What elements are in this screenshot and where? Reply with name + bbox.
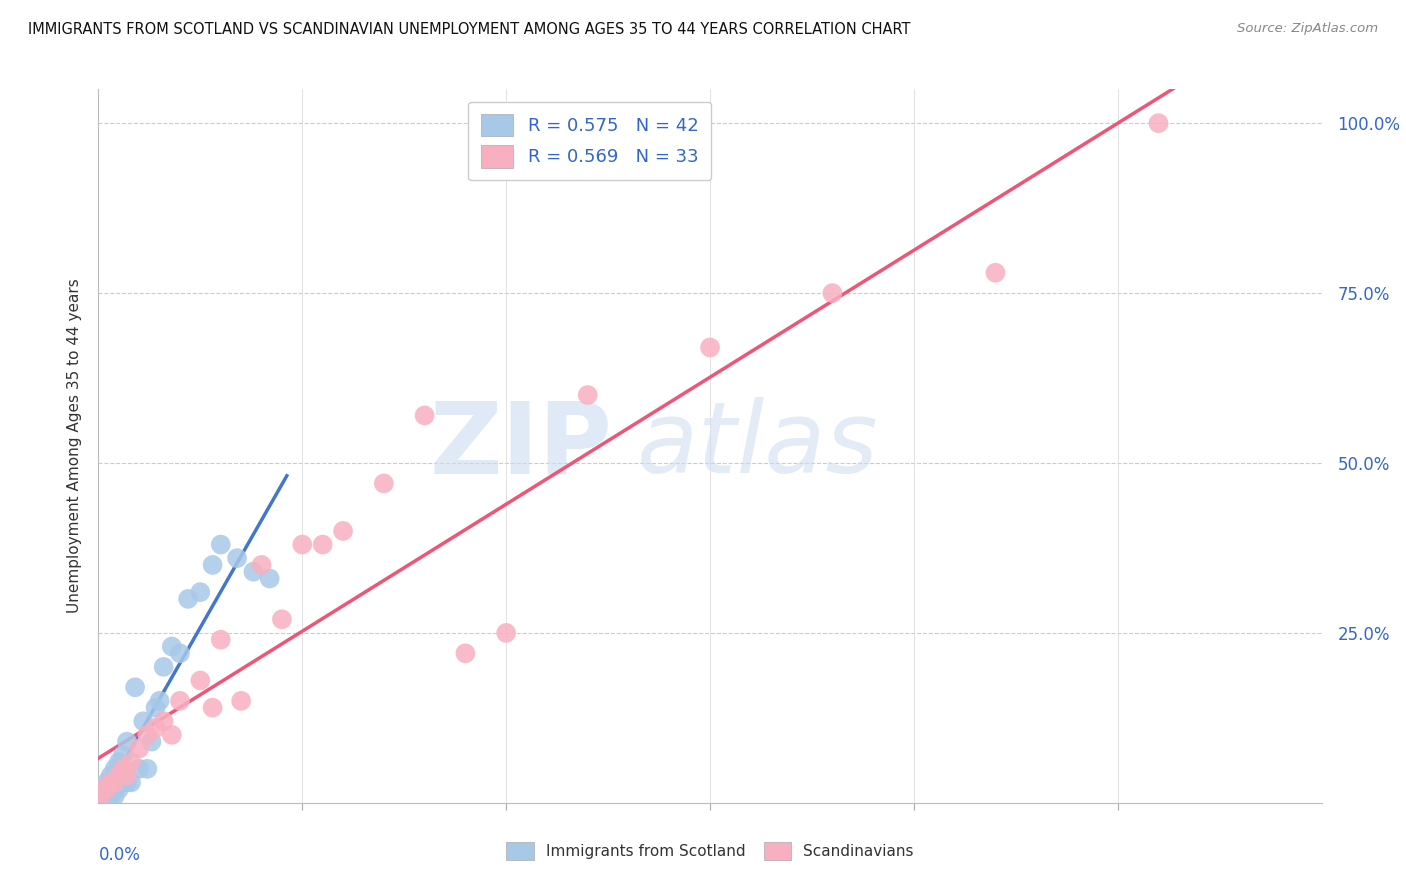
Text: IMMIGRANTS FROM SCOTLAND VS SCANDINAVIAN UNEMPLOYMENT AMONG AGES 35 TO 44 YEARS : IMMIGRANTS FROM SCOTLAND VS SCANDINAVIAN… [28, 22, 911, 37]
Point [89, 789, 111, 803]
Point [100, 775, 122, 789]
Point [141, 734, 163, 748]
Point [242, 565, 264, 579]
Point [96, 789, 118, 803]
Point [149, 694, 172, 708]
Point [89, 789, 111, 803]
Point [115, 734, 138, 748]
Point [93, 782, 115, 797]
Point [201, 558, 224, 572]
Point [108, 782, 131, 797]
Point [96, 782, 118, 797]
Point [152, 660, 174, 674]
Point [91, 782, 114, 797]
Point [128, 741, 150, 756]
Point [104, 775, 127, 789]
Point [160, 640, 183, 654]
Point [177, 591, 200, 606]
Point [91, 789, 114, 803]
Point [576, 388, 599, 402]
Point [312, 537, 335, 551]
Point [231, 694, 253, 708]
Point [1147, 116, 1170, 130]
Point [145, 721, 167, 735]
Point [104, 782, 127, 797]
Point [169, 646, 191, 660]
Text: atlas: atlas [637, 398, 879, 494]
Point [201, 700, 224, 714]
Point [97, 782, 120, 797]
Point [160, 728, 183, 742]
Point [188, 585, 212, 599]
Text: ZIP: ZIP [429, 398, 612, 494]
Point [270, 612, 294, 626]
Point [115, 775, 138, 789]
Point [152, 714, 174, 729]
Point [145, 700, 167, 714]
Point [111, 762, 134, 776]
Point [250, 558, 273, 572]
Point [124, 680, 146, 694]
Point [108, 755, 131, 769]
Point [105, 775, 128, 789]
Point [136, 728, 159, 742]
Point [111, 775, 134, 789]
Point [115, 769, 138, 783]
Point [984, 266, 1007, 280]
Point [120, 775, 142, 789]
Point [128, 762, 150, 776]
Point [373, 476, 395, 491]
Point [100, 782, 122, 797]
Point [259, 572, 281, 586]
Point [100, 789, 122, 803]
Point [291, 537, 314, 551]
Point [101, 782, 124, 797]
Point [100, 769, 122, 783]
Point [188, 673, 212, 688]
Legend: Immigrants from Scotland, Scandinavians: Immigrants from Scotland, Scandinavians [501, 836, 920, 866]
Point [104, 775, 127, 789]
Point [111, 748, 134, 763]
Point [169, 694, 191, 708]
Point [100, 775, 122, 789]
Point [209, 537, 232, 551]
Point [454, 646, 477, 660]
Y-axis label: Unemployment Among Ages 35 to 44 years: Unemployment Among Ages 35 to 44 years [66, 278, 82, 614]
Point [332, 524, 354, 538]
Point [96, 775, 118, 789]
Point [136, 762, 159, 776]
Point [209, 632, 232, 647]
Point [699, 341, 721, 355]
Point [495, 626, 517, 640]
Point [821, 286, 844, 301]
Point [120, 755, 142, 769]
Text: Source: ZipAtlas.com: Source: ZipAtlas.com [1237, 22, 1378, 36]
Point [91, 782, 114, 797]
Point [132, 714, 155, 729]
Point [104, 762, 127, 776]
Text: 0.0%: 0.0% [98, 846, 141, 863]
Point [108, 769, 131, 783]
Point [96, 782, 118, 797]
Point [226, 551, 249, 566]
Point [413, 409, 436, 423]
Point [104, 789, 127, 803]
